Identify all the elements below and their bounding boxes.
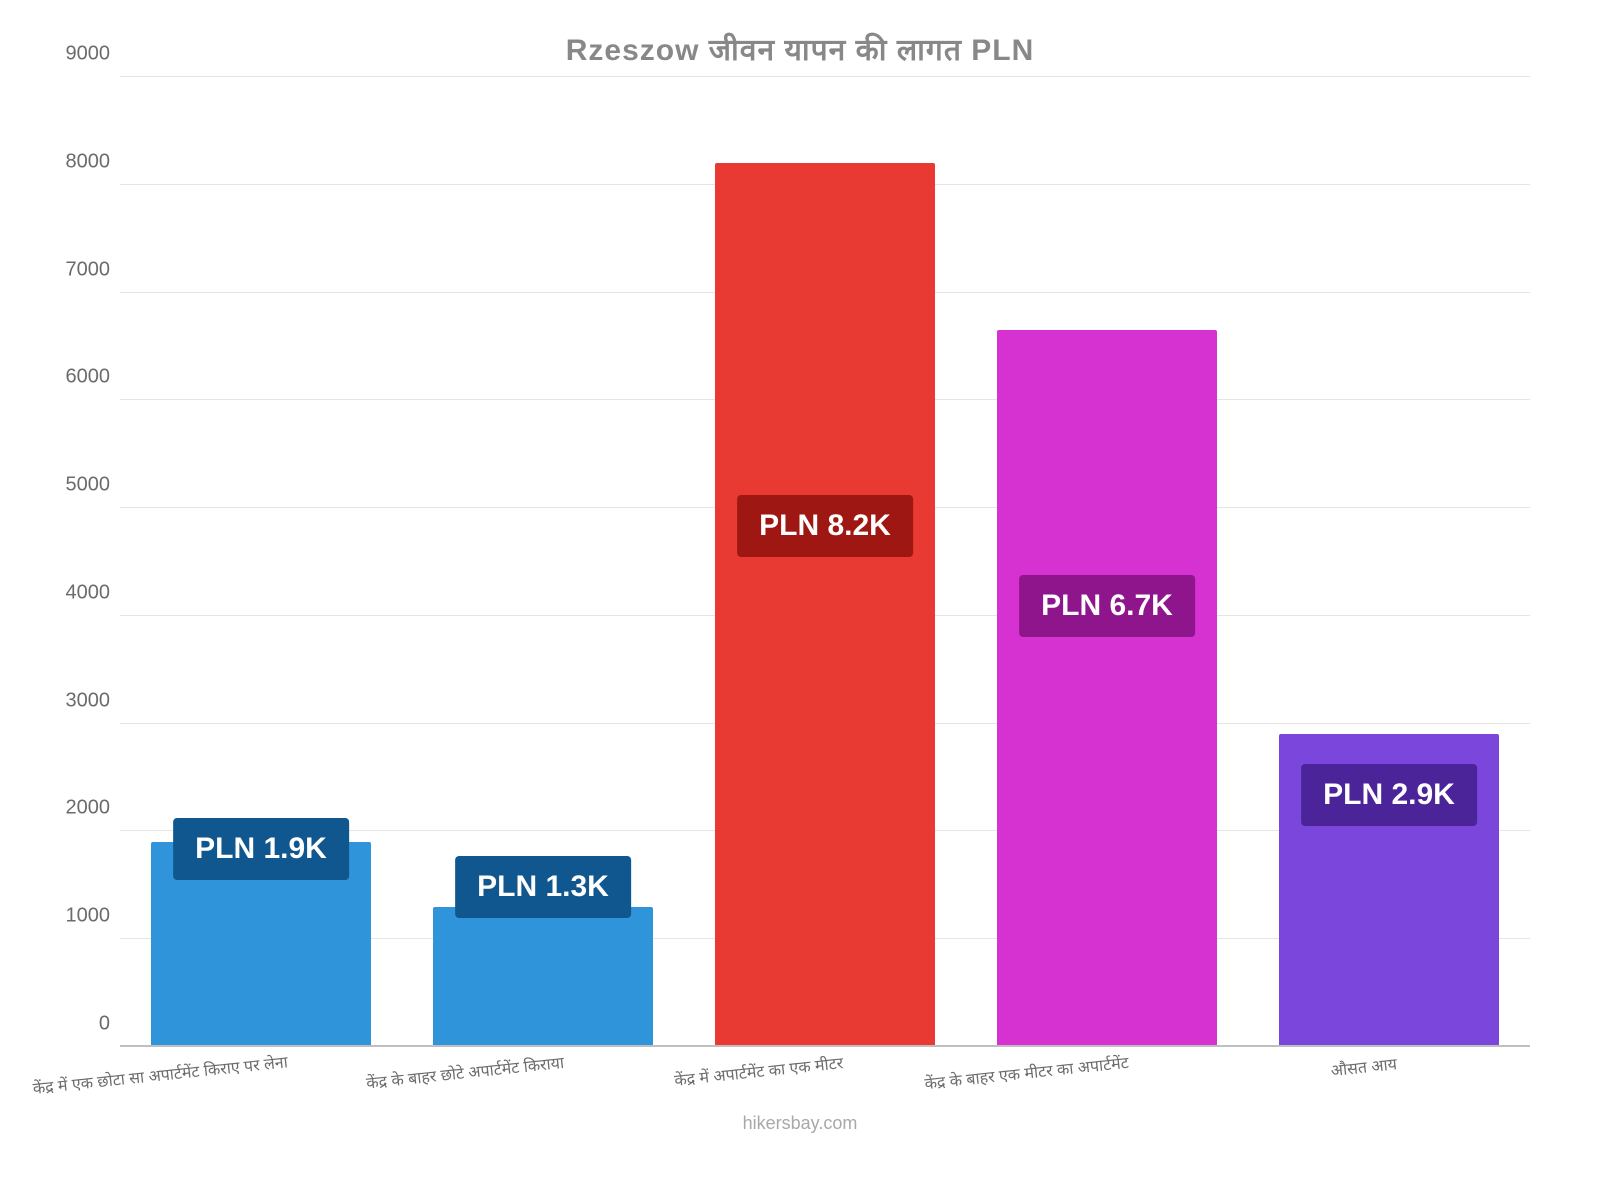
plot-area: 0100020003000400050006000700080009000 PL… bbox=[120, 77, 1530, 1047]
y-tick-label: 6000 bbox=[50, 366, 110, 389]
x-tick-label: केंद्र में एक छोटा सा अपार्टमेंट किराए प… bbox=[32, 1050, 289, 1099]
cost-of-living-chart: Rzeszow जीवन यापन की लागत PLN 0100020003… bbox=[40, 20, 1560, 1140]
x-axis-labels: केंद्र में एक छोटा सा अपार्टमेंट किराए प… bbox=[120, 1047, 1530, 1117]
x-label-slot: औसत आय bbox=[1248, 1047, 1530, 1117]
chart-title: Rzeszow जीवन यापन की लागत PLN bbox=[40, 20, 1560, 77]
value-badge: PLN 1.9K bbox=[173, 818, 349, 880]
bars-container: PLN 1.9K PLN 1.3K PLN 8.2K PLN 6.7K PLN 2.9K bbox=[120, 77, 1530, 1047]
bar-slot: PLN 6.7K bbox=[966, 77, 1248, 1047]
x-label-slot: केंद्र के बाहर छोटे अपार्टमेंट किराया bbox=[402, 1047, 684, 1117]
attribution-text: hikersbay.com bbox=[40, 1113, 1560, 1134]
bar bbox=[433, 907, 653, 1047]
y-tick-label: 5000 bbox=[50, 474, 110, 497]
bar bbox=[715, 163, 935, 1047]
bar-slot: PLN 2.9K bbox=[1248, 77, 1530, 1047]
x-label-slot: केंद्र के बाहर एक मीटर का अपार्टमेंट bbox=[966, 1047, 1248, 1117]
x-label-slot: केंद्र में एक छोटा सा अपार्टमेंट किराए प… bbox=[120, 1047, 402, 1117]
x-tick-label: केंद्र में अपार्टमेंट का एक मीटर bbox=[673, 1051, 844, 1091]
y-tick-label: 0 bbox=[50, 1013, 110, 1036]
y-tick-label: 7000 bbox=[50, 258, 110, 281]
y-tick-label: 2000 bbox=[50, 797, 110, 820]
value-badge: PLN 8.2K bbox=[737, 495, 913, 557]
y-tick-label: 9000 bbox=[50, 43, 110, 66]
y-tick-label: 8000 bbox=[50, 150, 110, 173]
bar bbox=[997, 330, 1217, 1047]
value-badge: PLN 1.3K bbox=[455, 856, 631, 918]
value-badge: PLN 2.9K bbox=[1301, 764, 1477, 826]
value-badge: PLN 6.7K bbox=[1019, 575, 1195, 637]
y-tick-label: 1000 bbox=[50, 905, 110, 928]
x-tick-label: औसत आय bbox=[1330, 1052, 1398, 1081]
y-tick-label: 3000 bbox=[50, 689, 110, 712]
bar-slot: PLN 8.2K bbox=[684, 77, 966, 1047]
y-tick-label: 4000 bbox=[50, 581, 110, 604]
bar-slot: PLN 1.9K bbox=[120, 77, 402, 1047]
bar-slot: PLN 1.3K bbox=[402, 77, 684, 1047]
